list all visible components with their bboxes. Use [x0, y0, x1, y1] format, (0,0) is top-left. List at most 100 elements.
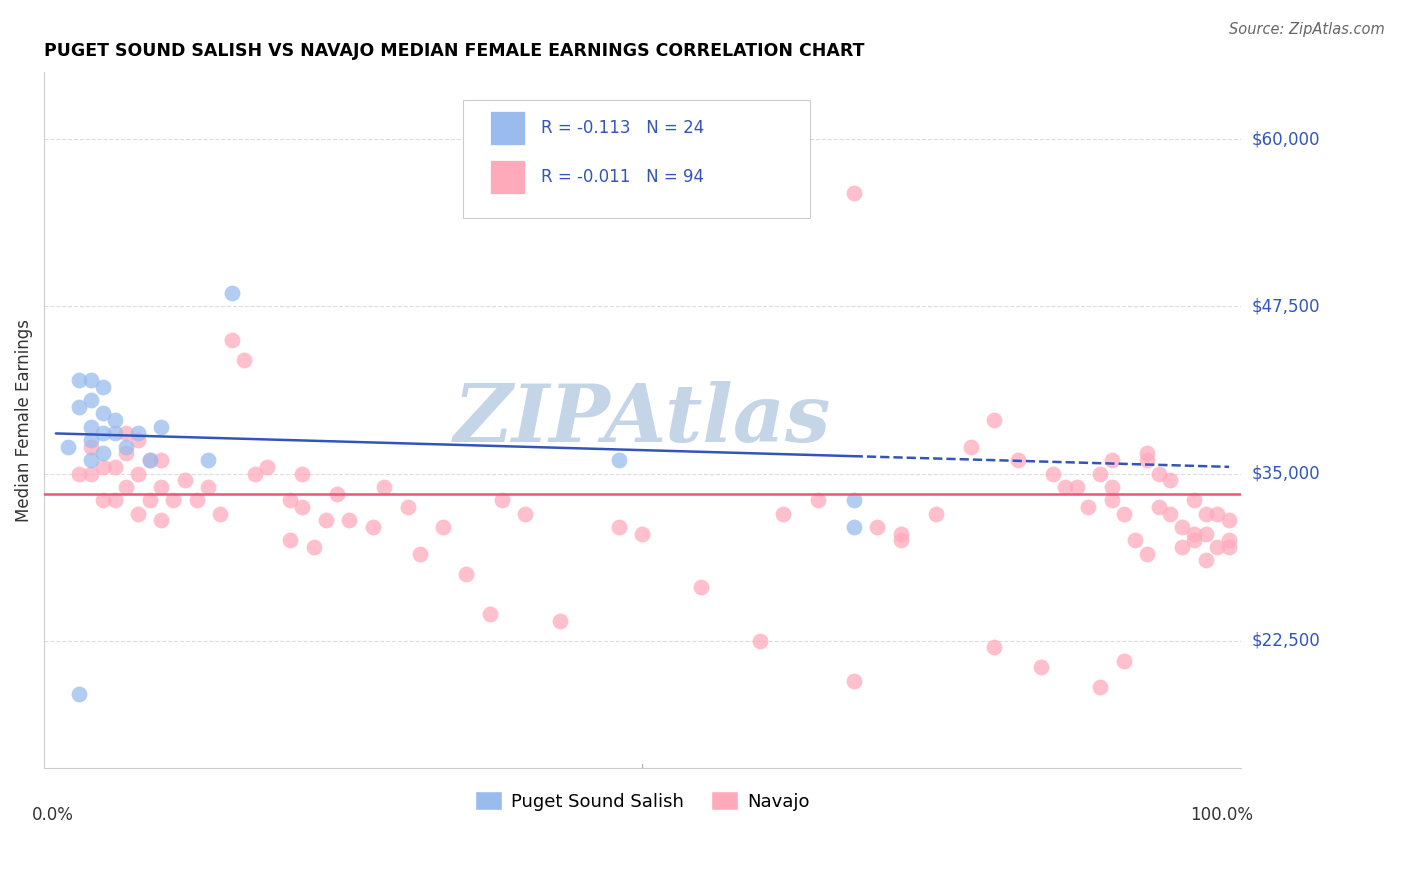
Point — [1042, 467, 1064, 481]
Point — [748, 633, 770, 648]
Y-axis label: Median Female Earnings: Median Female Earnings — [15, 318, 32, 522]
Point — [1088, 467, 1111, 481]
Point — [456, 566, 478, 581]
Point — [1112, 654, 1135, 668]
Point — [607, 453, 630, 467]
Point — [1171, 520, 1194, 534]
Point — [960, 440, 983, 454]
Point — [1101, 453, 1123, 467]
Point — [1136, 446, 1159, 460]
Point — [890, 533, 912, 548]
Point — [197, 453, 219, 467]
Point — [91, 406, 114, 420]
Point — [245, 467, 267, 481]
Point — [91, 493, 114, 508]
Point — [150, 453, 173, 467]
Point — [150, 513, 173, 527]
Point — [256, 459, 278, 474]
Point — [91, 379, 114, 393]
Point — [1053, 480, 1076, 494]
Point — [1159, 507, 1181, 521]
Point — [1194, 526, 1216, 541]
Point — [1101, 493, 1123, 508]
Point — [983, 413, 1005, 427]
Point — [1182, 533, 1205, 548]
Point — [67, 373, 90, 387]
Point — [1147, 500, 1170, 514]
Point — [138, 493, 160, 508]
Point — [478, 607, 501, 621]
Point — [67, 400, 90, 414]
Point — [127, 507, 149, 521]
Point — [80, 467, 103, 481]
Point — [1182, 526, 1205, 541]
Point — [842, 673, 865, 688]
Point — [842, 186, 865, 200]
Point — [80, 440, 103, 454]
Point — [291, 500, 314, 514]
Point — [115, 480, 138, 494]
Point — [983, 640, 1005, 655]
Point — [1218, 533, 1240, 548]
Point — [373, 480, 395, 494]
Point — [221, 286, 243, 301]
Point — [115, 426, 138, 441]
Point — [408, 547, 430, 561]
Point — [1182, 493, 1205, 508]
Point — [807, 493, 830, 508]
Point — [115, 440, 138, 454]
Point — [842, 493, 865, 508]
Point — [1147, 467, 1170, 481]
Point — [1136, 547, 1159, 561]
Point — [1171, 540, 1194, 554]
Text: R = -0.011   N = 94: R = -0.011 N = 94 — [541, 168, 704, 186]
Point — [103, 426, 125, 441]
Text: PUGET SOUND SALISH VS NAVAJO MEDIAN FEMALE EARNINGS CORRELATION CHART: PUGET SOUND SALISH VS NAVAJO MEDIAN FEMA… — [44, 42, 865, 60]
FancyBboxPatch shape — [463, 100, 810, 219]
Text: $35,000: $35,000 — [1251, 465, 1320, 483]
Point — [1007, 453, 1029, 467]
Point — [80, 453, 103, 467]
Point — [232, 352, 254, 367]
Point — [280, 533, 302, 548]
Point — [690, 580, 713, 594]
FancyBboxPatch shape — [491, 111, 526, 145]
Point — [925, 507, 948, 521]
Point — [127, 433, 149, 447]
Point — [91, 426, 114, 441]
Point — [67, 687, 90, 701]
Point — [890, 526, 912, 541]
Point — [866, 520, 889, 534]
Point — [103, 459, 125, 474]
Point — [103, 413, 125, 427]
Point — [491, 493, 513, 508]
Point — [197, 480, 219, 494]
Text: R = -0.113   N = 24: R = -0.113 N = 24 — [541, 119, 704, 137]
Point — [280, 493, 302, 508]
Point — [115, 446, 138, 460]
Point — [138, 453, 160, 467]
Point — [396, 500, 419, 514]
Point — [1206, 540, 1229, 554]
Point — [1101, 480, 1123, 494]
Point — [772, 507, 794, 521]
Point — [1218, 540, 1240, 554]
Point — [221, 333, 243, 347]
Point — [56, 440, 79, 454]
Point — [1206, 507, 1229, 521]
Point — [1194, 553, 1216, 567]
Point — [209, 507, 232, 521]
Point — [103, 493, 125, 508]
Text: ZIPAtlas: ZIPAtlas — [454, 381, 831, 458]
Point — [631, 526, 654, 541]
Point — [127, 426, 149, 441]
Point — [162, 493, 184, 508]
Point — [80, 433, 103, 447]
Point — [550, 614, 572, 628]
Text: $60,000: $60,000 — [1251, 130, 1320, 148]
FancyBboxPatch shape — [491, 160, 526, 194]
Point — [1159, 473, 1181, 487]
Text: $22,500: $22,500 — [1251, 632, 1320, 649]
Point — [432, 520, 454, 534]
Point — [91, 459, 114, 474]
